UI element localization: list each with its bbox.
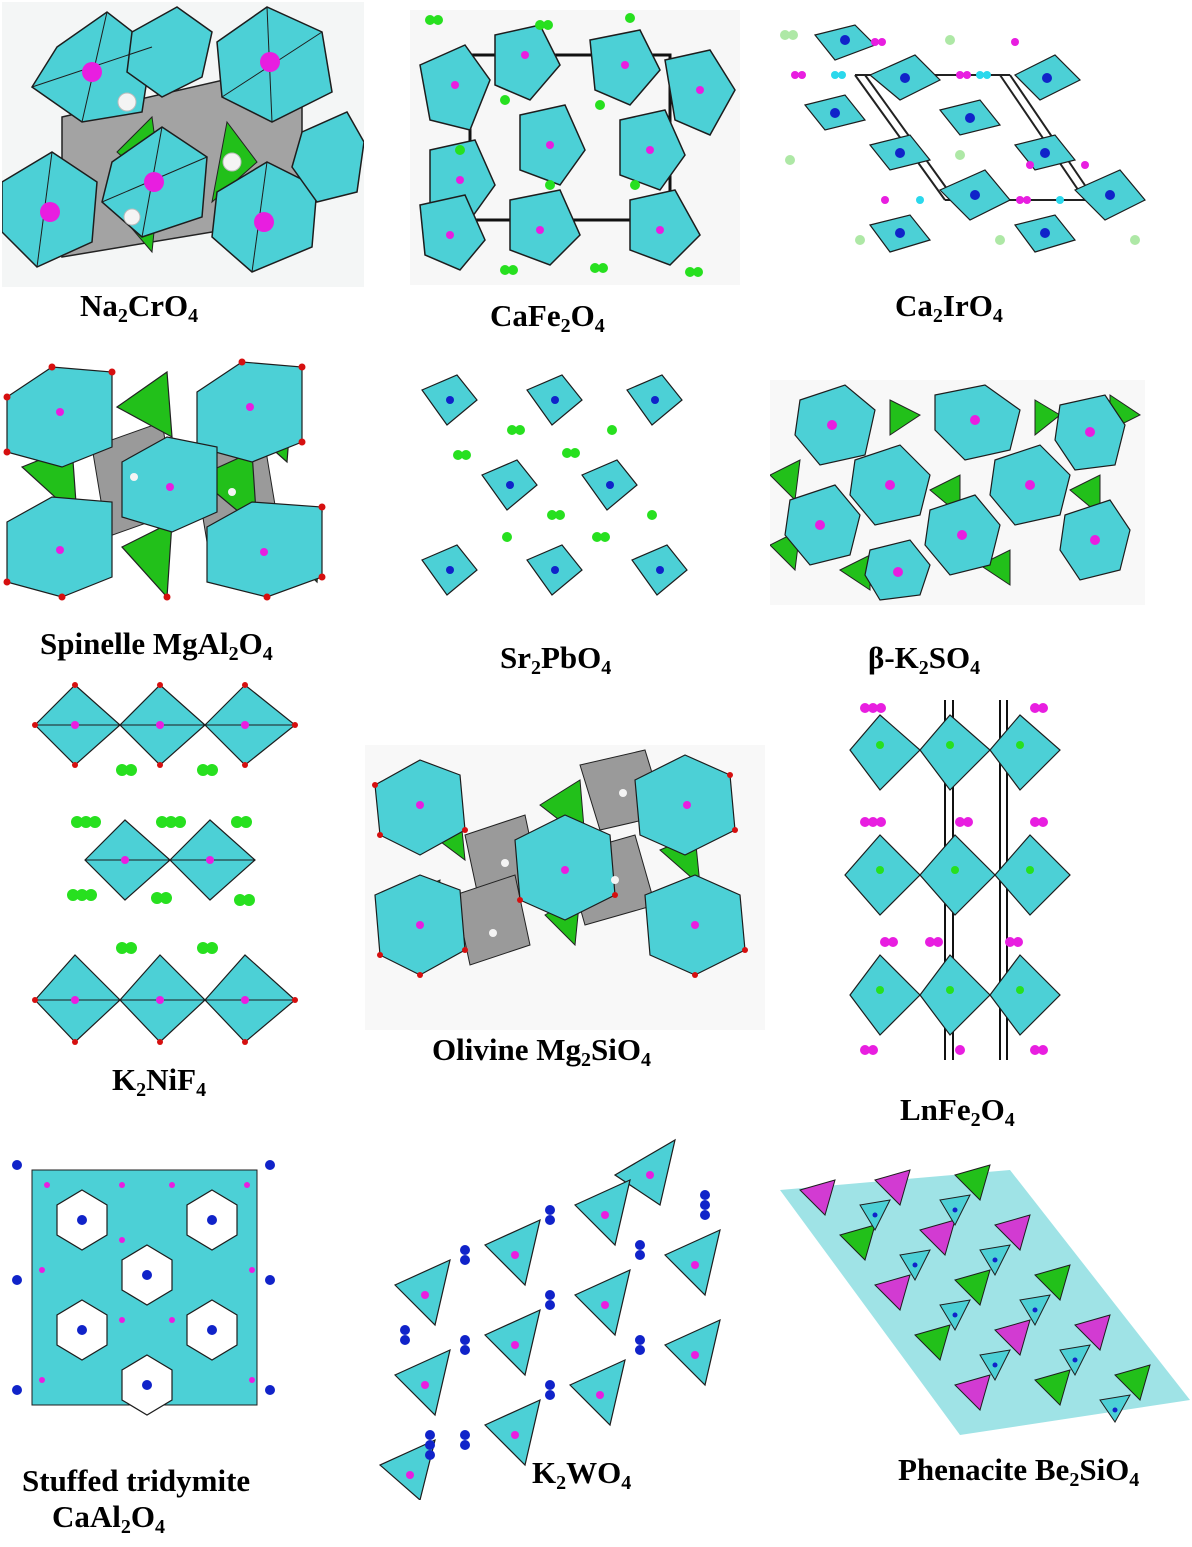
structure-olivine	[365, 745, 765, 1030]
structure-k2nif4	[25, 680, 315, 1060]
panel-k2wo4	[375, 1135, 735, 1500]
caption-lnfe2o4: LnFe2O4	[900, 1092, 1015, 1131]
caption-spinel: Spinelle MgAl2O4	[40, 626, 273, 665]
panel-bk2so4	[770, 380, 1145, 605]
caption-olivine: Olivine Mg2SiO4	[432, 1032, 651, 1071]
structure-phenacite	[780, 1160, 1190, 1440]
structure-cafe2o4	[410, 10, 740, 285]
caption-tridymite-line1: Stuffed tridymite	[22, 1463, 251, 1498]
caption-sr2pbo4: Sr2PbO4	[500, 640, 612, 679]
structure-bk2so4	[770, 380, 1145, 605]
caption-na2cro4: Na2CrO4	[80, 288, 199, 327]
panel-sr2pbo4	[412, 365, 697, 620]
caption-k2nif4: K2NiF4	[112, 1062, 207, 1101]
caption-tridymite: Stuffed tridymite CaAl2O4	[22, 1463, 251, 1538]
caption-ca2iro4: Ca2IrO4	[895, 288, 1003, 327]
structure-lnfe2o4	[835, 700, 1085, 1065]
panel-olivine	[365, 745, 765, 1030]
panel-phenacite	[780, 1160, 1190, 1440]
structure-spinel	[2, 352, 334, 610]
structure-na2cro4	[2, 2, 364, 287]
structure-k2wo4	[375, 1135, 735, 1500]
caption-bk2so4: β-K2SO4	[868, 640, 981, 679]
panel-ca2iro4	[775, 20, 1155, 270]
panel-tridymite	[12, 1150, 277, 1425]
caption-k2wo4: K2WO4	[532, 1455, 632, 1494]
structure-sr2pbo4	[412, 365, 697, 620]
caption-cafe2o4: CaFe2O4	[490, 298, 605, 337]
panel-lnfe2o4	[835, 700, 1085, 1065]
structure-tridymite	[12, 1150, 277, 1425]
panel-spinel	[2, 352, 334, 610]
panel-k2nif4	[25, 680, 315, 1060]
structure-ca2iro4	[775, 20, 1155, 270]
caption-phenacite: Phenacite Be2SiO4	[898, 1452, 1140, 1491]
panel-cafe2o4	[410, 10, 740, 285]
panel-na2cro4	[2, 2, 364, 287]
